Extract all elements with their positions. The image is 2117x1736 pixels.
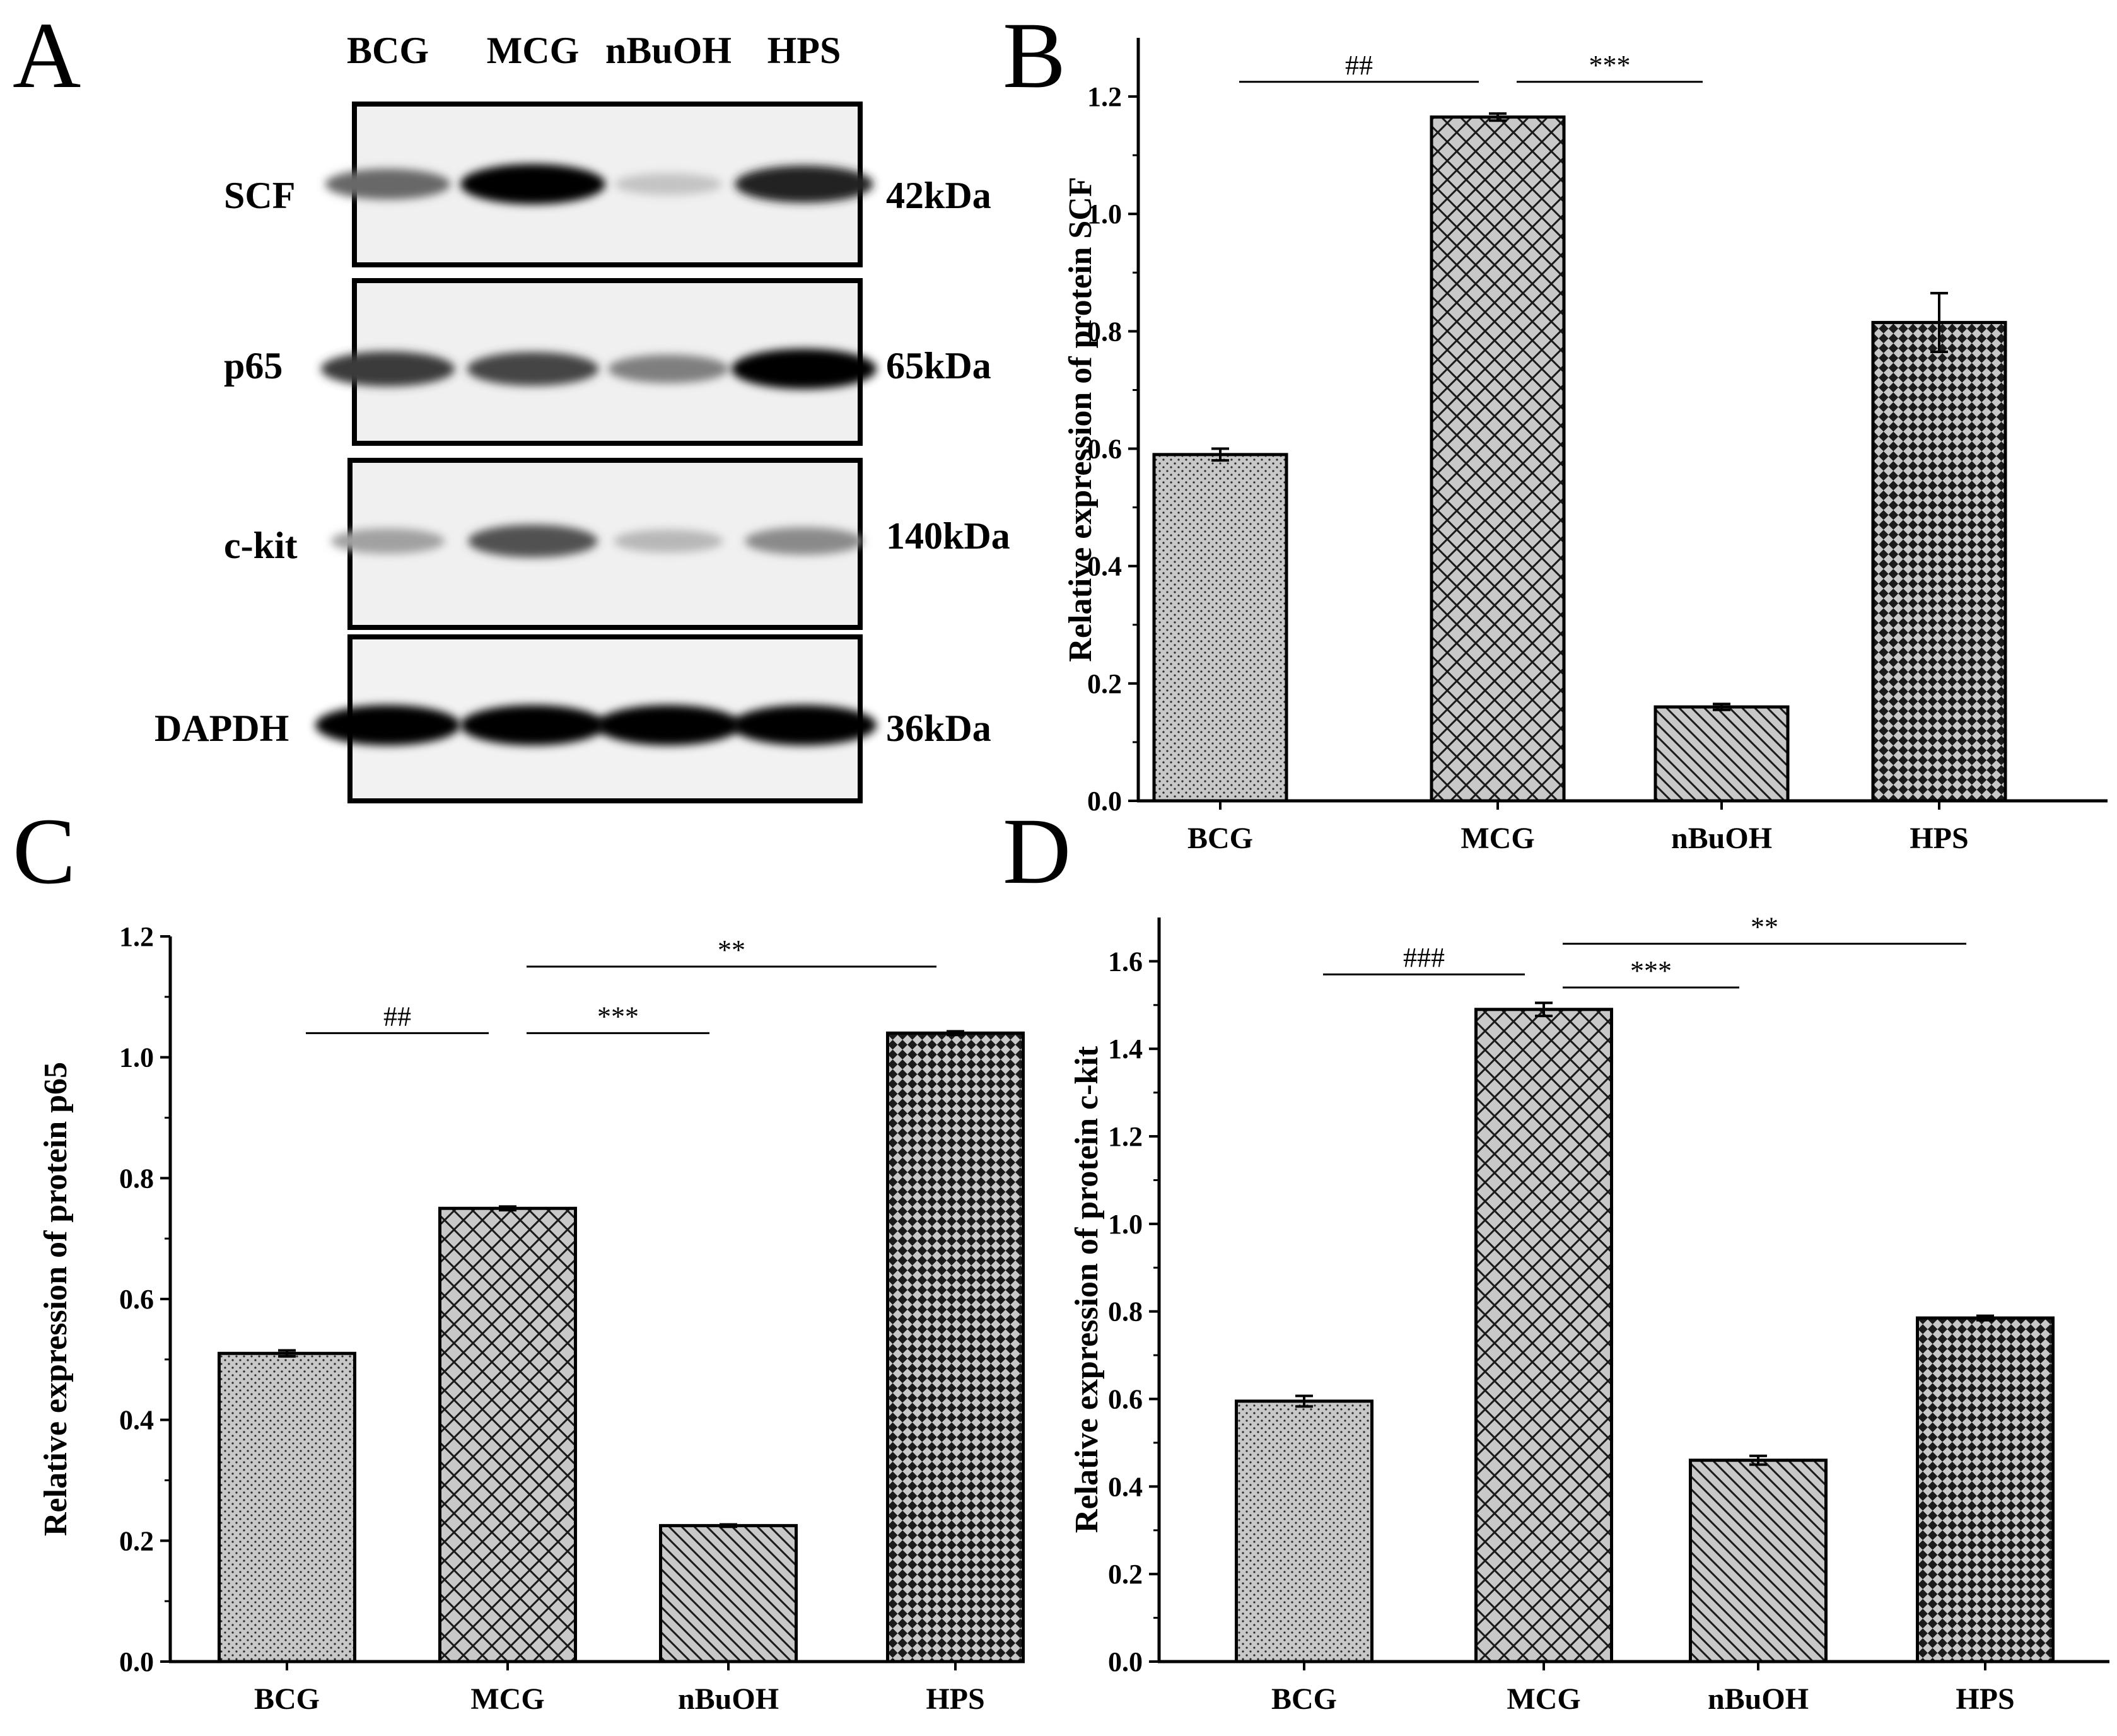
x-category-label: nBuOH bbox=[1708, 1682, 1809, 1716]
y-axis-label: Relative expression of protein c-kit bbox=[1069, 1046, 1105, 1533]
bar bbox=[1430, 115, 1566, 803]
blot-mw-label: 36kDa bbox=[886, 708, 991, 749]
blot-protein-label: DAPDH bbox=[155, 708, 289, 749]
y-tick-label: 0.8 bbox=[119, 1163, 154, 1194]
x-category-label: nBuOH bbox=[678, 1682, 779, 1716]
blot-lane-label: nBuOH bbox=[605, 30, 732, 71]
bar bbox=[1235, 1399, 1373, 1663]
blot-band bbox=[467, 352, 599, 386]
y-tick-label: 1.2 bbox=[1087, 81, 1122, 112]
y-tick-label: 0.4 bbox=[1087, 551, 1122, 582]
blot-band bbox=[325, 168, 451, 200]
blot-lane-label: HPS bbox=[767, 30, 841, 71]
blot-band bbox=[330, 528, 445, 554]
significance-label: ### bbox=[1403, 942, 1445, 973]
x-category-label: HPS bbox=[1910, 822, 1968, 855]
y-tick-label: 0.6 bbox=[1108, 1384, 1143, 1415]
bar bbox=[1689, 1459, 1828, 1663]
blot-band bbox=[732, 705, 877, 745]
y-tick-label: 0.2 bbox=[119, 1525, 154, 1556]
significance-label: ## bbox=[383, 1001, 411, 1032]
chart-p65: 0.0 0.2 0.4 0.6 0.8 1.0 1.2 Relative expression… bbox=[38, 921, 1025, 1716]
blot-row-p65: p65 65kDa bbox=[224, 278, 991, 446]
blot-protein-label: c-kit bbox=[224, 525, 298, 566]
blot-lane-label: BCG bbox=[347, 30, 429, 71]
y-tick-label: 1.6 bbox=[1108, 946, 1143, 977]
blot-band bbox=[315, 705, 460, 745]
y-tick-label: 0.0 bbox=[1108, 1646, 1143, 1677]
y-axis-label: Relative expression of protein SCF bbox=[1063, 177, 1099, 661]
bar bbox=[886, 1031, 1025, 1663]
significance-label: *** bbox=[1630, 955, 1672, 986]
blot-band bbox=[460, 164, 605, 204]
y-tick-label: 0.4 bbox=[119, 1405, 154, 1436]
blot-band bbox=[608, 354, 729, 383]
blot-band bbox=[732, 349, 877, 389]
bar bbox=[1474, 1008, 1613, 1663]
y-tick-label: 0.6 bbox=[1087, 434, 1122, 465]
bar bbox=[1916, 1316, 2055, 1663]
western-blot: BCG MCG nBuOH HPS SCF 42kDa p65 65kDa c-… bbox=[155, 30, 1010, 803]
blot-band bbox=[735, 165, 873, 203]
y-tick-label: 0.0 bbox=[1087, 786, 1122, 817]
panel-letter-b: B bbox=[1003, 3, 1066, 108]
x-category-label: MCG bbox=[1507, 1682, 1580, 1716]
blot-band bbox=[745, 527, 863, 555]
blot-row-c-kit: c-kit 140kDa bbox=[224, 458, 1010, 630]
y-tick-label: 0.8 bbox=[1108, 1296, 1143, 1327]
blot-mw-label: 42kDa bbox=[886, 175, 991, 216]
y-tick-label: 0.4 bbox=[1108, 1471, 1143, 1502]
x-category-label: HPS bbox=[1956, 1682, 2014, 1716]
significance-label: *** bbox=[1589, 50, 1631, 81]
significance-label: ** bbox=[1751, 912, 1778, 943]
y-axis-label: Relative expression of protein p65 bbox=[38, 1062, 74, 1536]
x-category-label: MCG bbox=[470, 1682, 544, 1716]
y-tick-label: 0.2 bbox=[1108, 1559, 1143, 1590]
blot-band bbox=[460, 705, 605, 745]
blot-band bbox=[468, 524, 598, 558]
bar bbox=[438, 1206, 577, 1663]
panel-letter-a: A bbox=[13, 3, 81, 108]
x-category-label: nBuOH bbox=[1671, 822, 1772, 855]
bar bbox=[1653, 705, 1790, 803]
blot-band bbox=[320, 351, 455, 387]
x-category-label: BCG bbox=[1187, 822, 1253, 855]
bar bbox=[659, 1523, 798, 1663]
y-tick-label: 1.2 bbox=[119, 921, 154, 952]
bar bbox=[1152, 453, 1288, 803]
x-category-label: BCG bbox=[254, 1682, 320, 1716]
y-tick-label: 1.0 bbox=[119, 1042, 154, 1073]
y-tick-label: 0.8 bbox=[1087, 316, 1122, 347]
chart-scf: 0.0 0.2 0.4 0.6 0.8 1.0 1.2 Relative expression… bbox=[1063, 38, 2108, 855]
blot-band bbox=[596, 705, 741, 745]
bar bbox=[1871, 320, 2007, 803]
bar bbox=[218, 1351, 356, 1663]
y-tick-label: 1.0 bbox=[1108, 1209, 1143, 1240]
significance-label: ** bbox=[718, 935, 745, 965]
y-tick-label: 1.4 bbox=[1108, 1034, 1143, 1064]
significance-label: ## bbox=[1345, 50, 1373, 81]
x-category-label: HPS bbox=[926, 1682, 984, 1716]
y-tick-label: 1.0 bbox=[1087, 199, 1122, 230]
panel-letter-c: C bbox=[13, 799, 76, 904]
blot-protein-label: SCF bbox=[224, 175, 295, 216]
y-tick-label: 0.2 bbox=[1087, 668, 1122, 699]
blot-row-dapdh: DAPDH 36kDa bbox=[155, 634, 991, 803]
x-category-label: BCG bbox=[1271, 1682, 1337, 1716]
blot-band bbox=[614, 173, 723, 195]
panel-letter-d: D bbox=[1003, 799, 1071, 904]
blot-lane-label: MCG bbox=[487, 30, 580, 71]
y-tick-label: 1.2 bbox=[1108, 1121, 1143, 1152]
y-tick-label: 0.0 bbox=[119, 1646, 154, 1677]
blot-band bbox=[614, 529, 723, 553]
significance-label: *** bbox=[597, 1001, 639, 1032]
blot-protein-label: p65 bbox=[224, 345, 283, 387]
blot-mw-label: 65kDa bbox=[886, 345, 991, 387]
y-tick-label: 0.6 bbox=[119, 1284, 154, 1315]
x-category-label: MCG bbox=[1461, 822, 1534, 855]
blot-row-scf: SCF 42kDa bbox=[224, 102, 991, 267]
blot-mw-label: 140kDa bbox=[886, 515, 1010, 557]
chart-c-kit: 0.0 0.2 0.4 0.6 0.8 1.0 1.2 1.4 1.6 Relative expr… bbox=[1069, 912, 2109, 1716]
